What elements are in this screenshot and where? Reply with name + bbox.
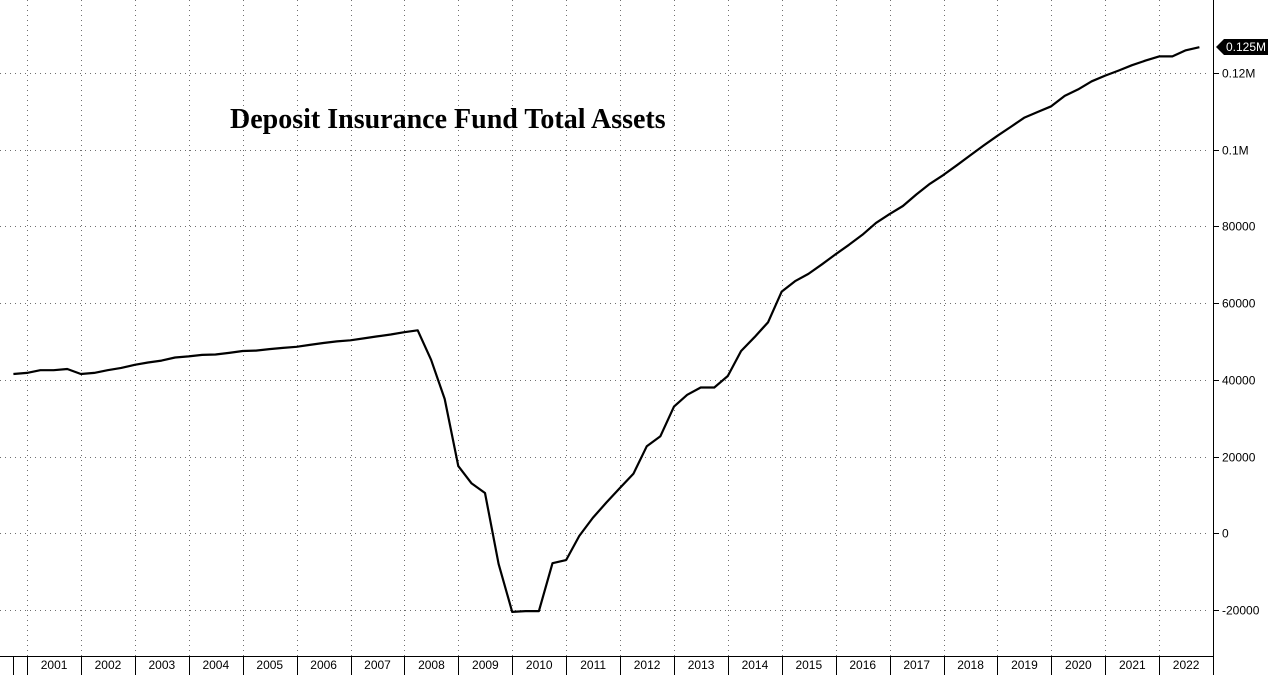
x-tick-label: 2005	[256, 658, 283, 672]
y-tick-label: 80000	[1222, 220, 1256, 234]
x-tick-label: 2021	[1119, 658, 1146, 672]
x-tick-label: 2002	[95, 658, 122, 672]
last-value-label: 0.125M	[1216, 39, 1268, 55]
x-tick-label: 2019	[1011, 658, 1038, 672]
y-tick-label: 20000	[1222, 451, 1256, 465]
y-tick-label: 60000	[1222, 297, 1256, 311]
y-tick-label: 0.1M	[1222, 144, 1249, 158]
x-tick-label: 2013	[688, 658, 715, 672]
series-line	[13, 46, 1200, 614]
y-tick-label: 0.12M	[1222, 67, 1255, 81]
x-tick-label: 2001	[41, 658, 68, 672]
x-tick-label: 2006	[310, 658, 337, 672]
x-tick-labels: 2001 2002 2003 2004 2005 2006 2007 2008 2009 2010…	[41, 658, 1200, 672]
x-tick-label: 2007	[364, 658, 391, 672]
y-tick-label: 40000	[1222, 374, 1256, 388]
gridlines	[0, 0, 1207, 656]
x-tick-label: 2015	[795, 658, 822, 672]
y-tick-label: -20000	[1222, 604, 1260, 618]
x-tick-label: 2022	[1173, 658, 1200, 672]
y-tick-labels: -20000 0 20000 40000 60000 80000 0.1M 0.12M	[1222, 67, 1260, 618]
x-tick-label: 2018	[957, 658, 984, 672]
x-tick-label: 2014	[742, 658, 769, 672]
x-tick-label: 2012	[634, 658, 661, 672]
x-tick-label: 2003	[148, 658, 175, 672]
y-tick-label: 0	[1222, 527, 1229, 541]
axes	[0, 0, 1219, 675]
x-tick-label: 2016	[849, 658, 876, 672]
last-value-label-text: 0.125M	[1226, 40, 1266, 54]
x-tick-label: 2008	[418, 658, 445, 672]
x-tick-label: 2010	[526, 658, 553, 672]
x-tick-label: 2017	[903, 658, 930, 672]
x-tick-label: 2009	[472, 658, 499, 672]
series-layer	[13, 46, 1200, 614]
x-tick-label: 2020	[1065, 658, 1092, 672]
x-tick-label: 2011	[580, 658, 606, 672]
last-value-label-background	[1216, 39, 1268, 55]
x-tick-label: 2004	[202, 658, 229, 672]
chart-title: Deposit Insurance Fund Total Assets	[230, 104, 666, 135]
